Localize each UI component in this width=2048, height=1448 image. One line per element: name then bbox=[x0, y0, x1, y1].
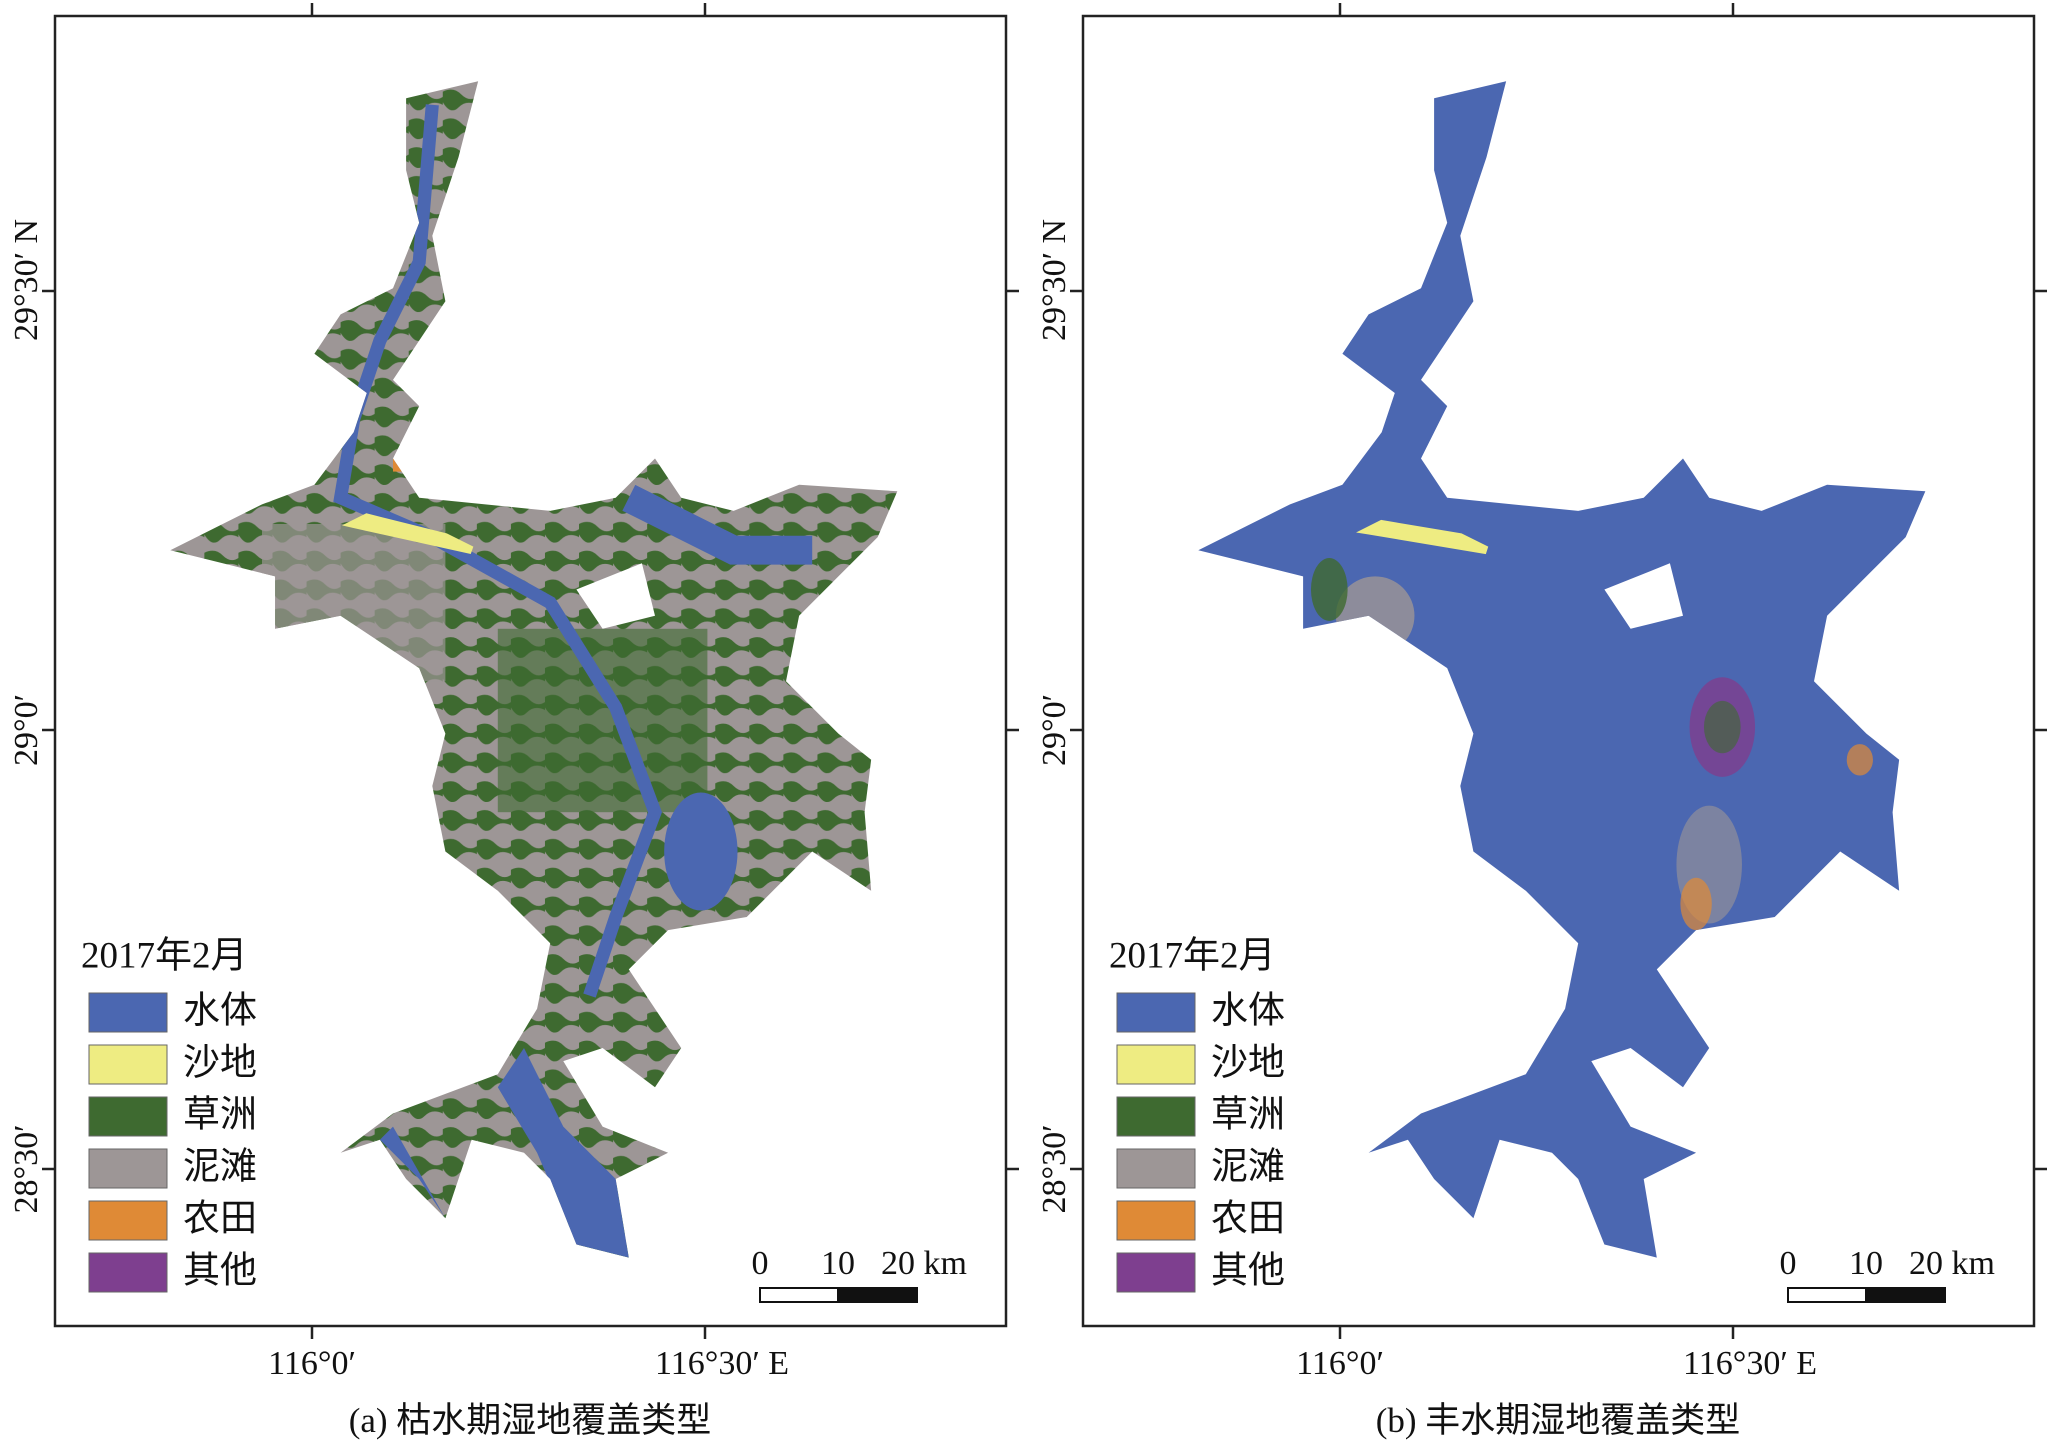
legend-label: 沙地 bbox=[183, 1042, 257, 1083]
legend-swatch bbox=[88, 1252, 168, 1293]
legend-swatch bbox=[1116, 1200, 1196, 1241]
legend-label: 泥滩 bbox=[1211, 1145, 1285, 1187]
scale-label: 20 km bbox=[1909, 1245, 1995, 1282]
scale-bar bbox=[837, 1287, 918, 1303]
legend-swatch bbox=[1116, 992, 1196, 1033]
lat-tick-label: 29°0′ bbox=[1036, 694, 1073, 766]
legend-swatch bbox=[88, 1044, 168, 1085]
lat-tick-label: 29°30′ N bbox=[1036, 219, 1073, 341]
lat-tick-label: 29°30′ N bbox=[8, 219, 45, 341]
legend-label: 农田 bbox=[183, 1198, 257, 1239]
legend-swatch bbox=[1116, 1252, 1196, 1293]
scale-label: 20 km bbox=[881, 1245, 967, 1282]
legend-swatch bbox=[88, 1200, 168, 1241]
legend-label: 沙地 bbox=[1211, 1042, 1285, 1083]
legend-swatch bbox=[1116, 1096, 1196, 1137]
scale-bar bbox=[759, 1287, 839, 1303]
lat-tick-label: 28°30′ bbox=[1036, 1124, 1073, 1213]
legend-swatch bbox=[88, 1096, 168, 1137]
legend-label: 草洲 bbox=[1211, 1094, 1285, 1135]
map-frame bbox=[53, 14, 1008, 1328]
lat-tick-label: 28°30′ bbox=[8, 1124, 45, 1213]
scale-label: 10 bbox=[1849, 1245, 1883, 1282]
caption: (a) 枯水期湿地覆盖类型 bbox=[349, 1401, 712, 1440]
legend-label: 农田 bbox=[1211, 1198, 1285, 1239]
scale-label: 10 bbox=[821, 1245, 855, 1282]
legend-label: 水体 bbox=[1211, 990, 1285, 1031]
scale-label: 0 bbox=[752, 1245, 769, 1282]
lon-tick-label: 116°0′ bbox=[268, 1345, 356, 1382]
legend-swatch bbox=[88, 1148, 168, 1189]
legend-swatch bbox=[88, 992, 168, 1033]
legend-label: 水体 bbox=[183, 990, 257, 1031]
scale-bar bbox=[1865, 1287, 1946, 1303]
map-frame bbox=[1081, 14, 2036, 1328]
legend-title: 2017年2月 bbox=[1109, 934, 1276, 976]
legend-label: 其他 bbox=[183, 1250, 257, 1291]
lon-tick-label: 116°30′ E bbox=[1683, 1345, 1817, 1382]
lon-tick-label: 116°30′ E bbox=[655, 1345, 789, 1382]
scale-bar bbox=[1787, 1287, 1867, 1303]
caption: (b) 丰水期湿地覆盖类型 bbox=[1376, 1401, 1741, 1440]
legend-swatch bbox=[1116, 1148, 1196, 1189]
legend-label: 泥滩 bbox=[183, 1145, 257, 1187]
map-wet bbox=[1198, 81, 1926, 1258]
legend-title: 2017年2月 bbox=[81, 934, 248, 976]
legend-swatch bbox=[1116, 1044, 1196, 1085]
lat-tick-label: 29°0′ bbox=[8, 694, 45, 766]
map-dry bbox=[170, 81, 898, 1258]
legend-label: 其他 bbox=[1211, 1250, 1285, 1291]
lon-tick-label: 116°0′ bbox=[1296, 1345, 1384, 1382]
scale-label: 0 bbox=[1780, 1245, 1797, 1282]
legend-label: 草洲 bbox=[183, 1094, 257, 1135]
